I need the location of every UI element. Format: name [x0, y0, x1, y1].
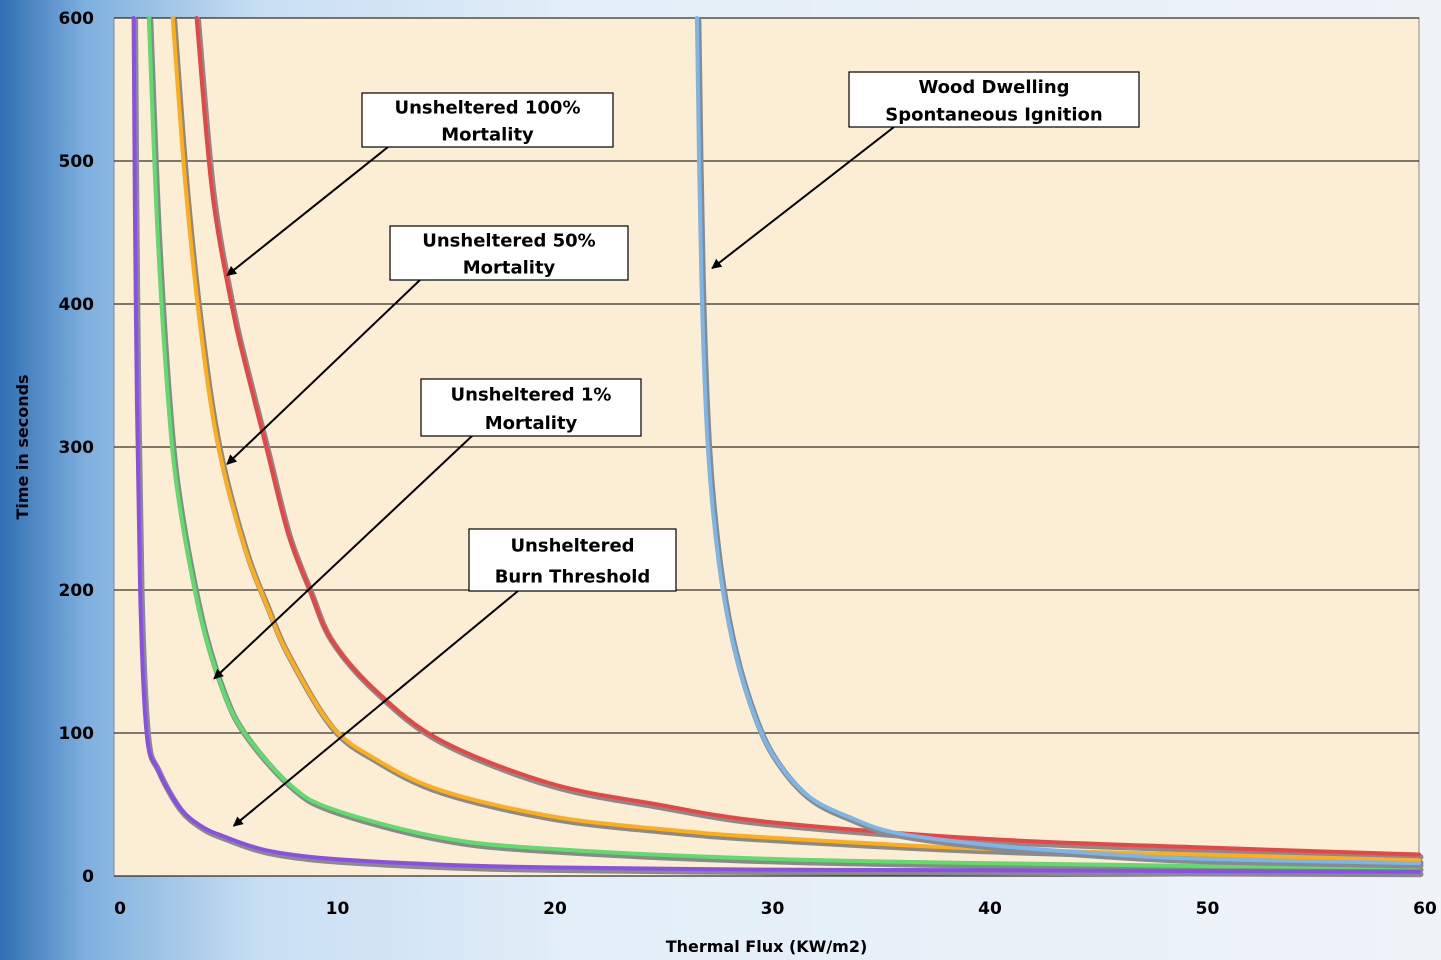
x-tick-label: 30 [761, 899, 785, 919]
annotation-label: Unsheltered 1% [451, 384, 612, 405]
x-tick-label: 0 [114, 899, 126, 919]
annotation-arrow [711, 126, 895, 270]
x-tick-label: 20 [543, 899, 567, 919]
annotation-box [848, 71, 1140, 128]
series-line-0 [194, 16, 1421, 857]
y-tick-label: 600 [59, 9, 95, 29]
y-axis-title: Time in seconds [13, 374, 32, 519]
annotation-box [420, 378, 642, 437]
annotation-arrow [226, 146, 389, 277]
series-lines [131, 16, 1424, 878]
annotation-label: Mortality [463, 258, 556, 279]
annotation-box [468, 528, 677, 592]
annotation-box [389, 225, 629, 281]
annotations: Unsheltered 100% Mortality Unsheltered 50%… [213, 71, 1140, 827]
tick-labels: 0 100 200 300 400 500 600 0 10 20 30 40 50 60 [59, 9, 1437, 919]
x-tick-label: 60 [1413, 899, 1437, 919]
x-tick-label: 40 [978, 899, 1002, 919]
annotation-arrow [226, 279, 421, 465]
annotation-label: Unsheltered [510, 536, 634, 557]
series-line-4 [694, 16, 1421, 866]
x-tick-label: 10 [326, 899, 350, 919]
x-tick-label: 50 [1196, 899, 1220, 919]
y-tick-label: 0 [82, 867, 94, 887]
annotation-label: Mortality [485, 413, 578, 434]
series-line-3 [131, 16, 1421, 874]
annotation-label: Wood Dwelling [918, 77, 1069, 98]
annotation-arrow [213, 435, 473, 680]
series-line-2 [146, 16, 1421, 870]
y-tick-label: 300 [59, 438, 95, 458]
annotation-box [361, 92, 614, 148]
annotation-label: Burn Threshold [495, 567, 651, 588]
annotation-arrow [232, 590, 519, 827]
annotation-label: Mortality [441, 125, 534, 146]
annotation-label: Spontaneous Ignition [885, 104, 1103, 125]
y-tick-label: 400 [59, 295, 95, 315]
y-tick-label: 500 [59, 152, 95, 172]
y-tick-label: 200 [59, 581, 95, 601]
annotation-label: Unsheltered 100% [395, 98, 581, 119]
y-tick-label: 100 [59, 724, 95, 744]
x-axis-title: Thermal Flux (KW/m2) [666, 937, 868, 956]
annotation-label: Unsheltered 50% [422, 231, 595, 252]
